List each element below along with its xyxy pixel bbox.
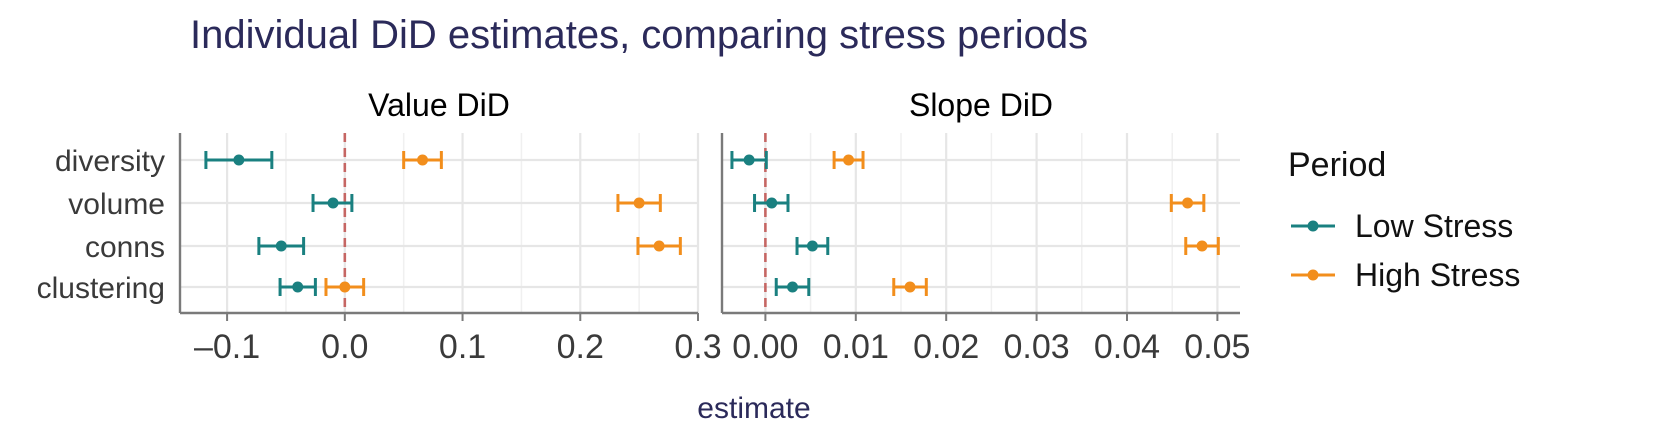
legend-key-point: [1307, 220, 1319, 232]
point-estimate: [1196, 240, 1208, 252]
x-tick-label: 0.04: [1094, 328, 1160, 366]
panel-title: Slope DiD: [909, 87, 1053, 123]
legend-item: Low Stress: [1291, 208, 1513, 244]
y-tick-label: conns: [85, 231, 165, 264]
y-tick-label: clustering: [37, 272, 165, 305]
panels: Value DiD –0.1 0.0 0.1 0.2 0.3 Slope DiD 0.00 0.…: [178, 87, 1250, 366]
x-tick-label: 0.2: [557, 328, 604, 366]
legend-label: High Stress: [1355, 257, 1520, 293]
point-estimate: [843, 154, 855, 166]
point-estimate: [653, 240, 665, 252]
point-estimate: [1182, 197, 1194, 209]
x-tick-label: 0.00: [732, 328, 798, 366]
x-tick-label: 0.0: [321, 328, 368, 366]
point-estimate: [766, 197, 778, 209]
legend-key-point: [1307, 269, 1319, 281]
point-estimate: [417, 154, 429, 166]
x-axis-title: estimate: [697, 392, 810, 425]
y-tick-label: diversity: [55, 145, 165, 178]
point-estimate: [806, 240, 818, 252]
x-tick-label: –0.1: [194, 328, 260, 366]
series-high-stress: [832, 151, 1220, 296]
chart-title: Individual DiD estimates, comparing stre…: [190, 13, 1088, 57]
x-tick-label: 0.05: [1184, 328, 1250, 366]
series-high-stress: [324, 151, 682, 296]
y-axis-labels: diversity volume conns clustering: [37, 145, 165, 305]
legend-title: Period: [1288, 146, 1386, 184]
point-estimate: [339, 281, 351, 293]
x-tick-label: 0.02: [913, 328, 979, 366]
legend-label: Low Stress: [1355, 208, 1513, 244]
x-tick-label: 0.03: [1004, 328, 1070, 366]
panel-slope-did: Slope DiD 0.00 0.01 0.02 0.03 0.04 0.05: [720, 87, 1250, 366]
point-estimate: [292, 281, 304, 293]
point-estimate: [787, 281, 799, 293]
series-low-stress: [204, 151, 354, 296]
panel-title: Value DiD: [368, 87, 510, 123]
point-estimate: [904, 281, 916, 293]
legend: Period Low Stress High Stress: [1288, 146, 1520, 293]
point-estimate: [275, 240, 287, 252]
legend-item: High Stress: [1291, 257, 1520, 293]
y-tick-label: volume: [68, 188, 165, 221]
x-tick-label: 0.01: [823, 328, 889, 366]
point-estimate: [327, 197, 339, 209]
x-tick-label: 0.3: [674, 328, 721, 366]
point-estimate: [743, 154, 755, 166]
point-estimate: [633, 197, 645, 209]
panel-value-did: Value DiD –0.1 0.0 0.1 0.2 0.3: [178, 87, 722, 366]
x-tick-label: 0.1: [439, 328, 486, 366]
series-low-stress: [730, 151, 830, 296]
point-estimate: [233, 154, 245, 166]
